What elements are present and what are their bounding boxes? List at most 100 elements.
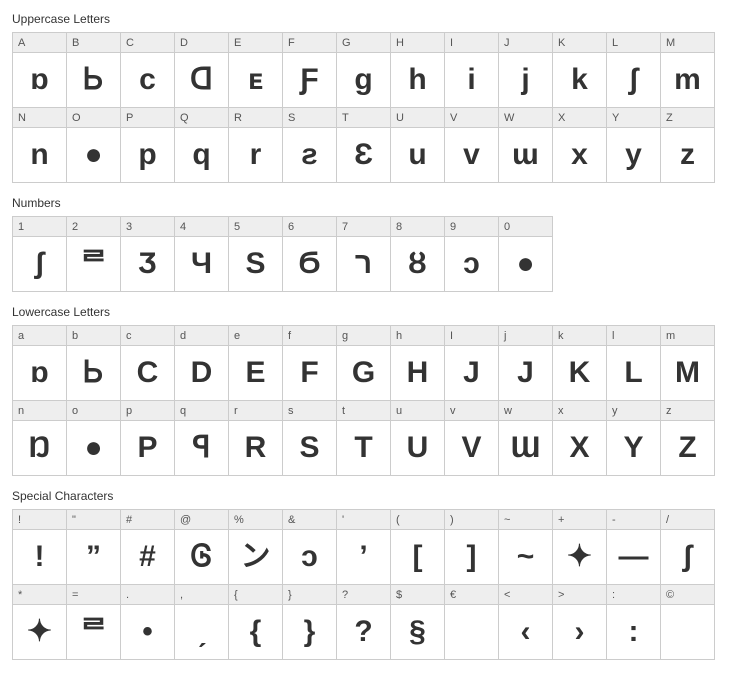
cell-glyph-box: ● [499,237,552,291]
cell-glyph-box: q [175,128,228,182]
cell-glyph-box: ” [67,530,120,584]
glyph: h [408,65,426,95]
glyph: q [192,140,210,170]
character-cell: 4Ч [174,216,229,292]
character-cell: o● [66,400,121,476]
glyph: S [245,249,265,279]
cell-label: ( [391,510,444,530]
cell-label: " [67,510,120,530]
glyph: [ [413,542,423,572]
cell-glyph-box: k [553,53,606,107]
cell-label: l [607,326,660,346]
glyph: T [354,433,372,463]
glyph: ƨ [301,140,318,170]
cell-label: h [391,326,444,346]
cell-glyph-box: M [661,346,714,400]
cell-glyph-box: ꟼ [175,421,228,475]
cell-glyph-box: • [121,605,174,659]
character-cell: BᏏ [66,32,121,108]
glyph: ● [84,433,102,463]
glyph: ” [86,542,101,572]
cell-label: T [337,108,390,128]
cell-glyph-box: U [391,421,444,475]
character-cell: *✦ [12,584,67,660]
cell-glyph-box: y [607,128,660,182]
section-title: Uppercase Letters [12,12,736,26]
glyph: ᗡ [190,65,213,95]
glyph: } [304,617,316,647]
character-cell: cC [120,325,175,401]
glyph: ɒ [30,358,48,388]
cell-label: w [499,401,552,421]
glyph: • [142,617,153,647]
character-cell: -— [606,509,661,585]
character-cell: .• [120,584,175,660]
cell-label: < [499,585,552,605]
cell-label: % [229,510,282,530]
cell-glyph-box: m [661,53,714,107]
glyph: — [619,542,649,572]
glyph: E [245,358,265,388]
cell-label: c [121,326,174,346]
character-cell: +✦ [552,509,607,585]
cell-label: 1 [13,217,66,237]
cell-label: J [499,33,552,53]
glyph: H [407,358,429,388]
cell-label: 5 [229,217,282,237]
cell-label: } [283,585,336,605]
character-cell: 2ᄅ [66,216,121,292]
cell-glyph-box: Ꮆ [175,530,228,584]
glyph: Ꮟ [84,65,104,95]
character-cell: Wɯ [498,107,553,183]
cell-glyph-box: Ӡ [121,237,174,291]
cell-label: y [607,401,660,421]
cell-glyph-box: Ꮟ [67,53,120,107]
character-cell: xX [552,400,607,476]
glyph: ʃ [629,65,639,95]
cell-label: & [283,510,336,530]
cell-glyph-box: ɯ [499,128,552,182]
glyph: C [137,358,159,388]
cell-label: ! [13,510,66,530]
cell-glyph-box: P [121,421,174,475]
cell-glyph-box: ~ [499,530,552,584]
cell-glyph-box: ✦ [553,530,606,584]
cell-label: 4 [175,217,228,237]
character-cell: Zz [660,107,715,183]
cell-label: : [607,585,660,605]
character-cell: Vv [444,107,499,183]
cell-label: ) [445,510,498,530]
cell-label: v [445,401,498,421]
glyph: ● [516,249,534,279]
glyph: ɔ [463,249,480,279]
character-cell: yY [606,400,661,476]
cell-label: ~ [499,510,552,530]
cell-label: Y [607,108,660,128]
character-section: Numbers1ʃ2ᄅ3Ӡ4Ч5S6Ϭ7ר8ȣ9ɔ0● [12,196,736,291]
character-grid: aɒbᏏcCdDeEfFgGhHIJjJkKlLmMnŊo●pPqꟼrRsStT… [12,325,736,475]
glyph: k [571,65,588,95]
glyph: ? [354,617,372,647]
glyph: J [463,358,480,388]
cell-label: W [499,108,552,128]
cell-glyph-box: ɒ [13,53,66,107]
character-cell: /ʃ [660,509,715,585]
glyph: § [409,617,426,647]
cell-glyph-box: : [607,605,660,659]
glyph: x [571,140,588,170]
cell-glyph-box: h [391,53,444,107]
glyph: ר [355,249,372,279]
character-cell: &ɔ [282,509,337,585]
glyph: V [461,433,481,463]
character-grid: !!"”##@Ꮆ%ン&ɔ'’([)]~~+✦-—/ʃ*✦=ᄅ.•,ˏ{{}}??… [12,509,736,659]
glyph: r [250,140,262,170]
cell-label: b [67,326,120,346]
character-cell: jJ [498,325,553,401]
glyph: R [245,433,267,463]
glyph: ˏ [197,617,207,647]
glyph: Ɯ [511,433,541,463]
cell-glyph-box: ’ [337,530,390,584]
character-cell: 7ר [336,216,391,292]
character-cell: Eᴇ [228,32,283,108]
character-cell: Ii [444,32,499,108]
